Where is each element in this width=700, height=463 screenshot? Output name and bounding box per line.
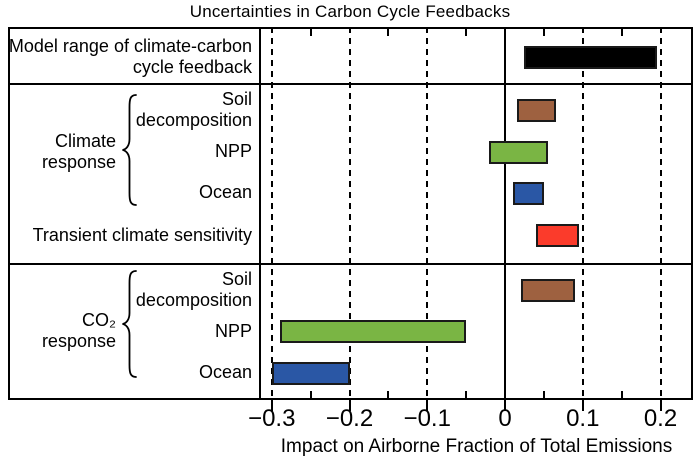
tick-label--0.3: −0.3	[248, 405, 296, 432]
minor-tick-bottom	[387, 391, 390, 400]
row-label-transient-climate-sensitivity: Transient climate sensitivity	[32, 225, 252, 245]
major-tick--0.2	[348, 400, 351, 411]
co2-ocean-bar	[271, 361, 350, 385]
tick-label-0: 0	[498, 405, 512, 432]
minor-tick-bottom	[309, 391, 312, 400]
co2-soil-decomposition-bar	[520, 279, 575, 302]
model-range-bar	[524, 46, 657, 69]
gridline--0.1	[426, 27, 429, 400]
tick-label-0.2: 0.2	[643, 405, 678, 432]
minor-tick-top	[465, 27, 468, 36]
climate-npp-bar	[489, 140, 548, 164]
gridline-0.2	[659, 27, 662, 400]
minor-tick-bottom	[620, 391, 623, 400]
row-label-co2-soil-decomposition: Soil decomposition	[135, 269, 252, 310]
label-column-divider	[259, 27, 261, 400]
minor-tick-top	[387, 27, 390, 36]
x-axis-title: Impact on Airborne Fraction of Total Emi…	[280, 436, 673, 457]
climate-soil-decomposition-bar	[516, 98, 556, 122]
gridline--0.2	[348, 27, 351, 400]
minor-tick-bottom	[542, 391, 545, 400]
row-label-climate-npp: NPP	[214, 141, 252, 161]
tick-label--0.2: −0.2	[325, 405, 374, 432]
group-label-co2-response: CO₂ response	[41, 310, 116, 351]
climate-ocean-bar	[512, 181, 544, 205]
group-label-climate-response: Climate response	[41, 131, 116, 172]
major-tick-0.2	[659, 400, 662, 411]
gridline-0.1	[581, 27, 584, 400]
tick-label--0.1: −0.1	[403, 405, 451, 432]
co2-response-brace-icon	[122, 270, 137, 378]
major-tick-0	[504, 400, 506, 411]
minor-tick-bottom	[465, 391, 468, 400]
row-label-model-range: Model range of climate-carbon cycle feed…	[8, 36, 252, 77]
plot-frame: Model range of climate-carbon cycle feed…	[8, 27, 693, 400]
transient-climate-sensitivity-bar	[536, 224, 579, 247]
major-tick--0.3	[270, 400, 273, 411]
zero-gridline	[504, 27, 506, 400]
climate-response-brace-icon	[122, 94, 137, 206]
row-label-climate-soil-decomposition: Soil decomposition	[135, 89, 252, 130]
section-divider-bottom	[8, 263, 693, 265]
tick-label-0.1: 0.1	[566, 405, 600, 432]
chart-title: Uncertainties in Carbon Cycle Feedbacks	[189, 2, 511, 21]
co2-npp-bar	[279, 320, 467, 343]
row-label-co2-npp: NPP	[214, 321, 252, 341]
minor-tick-top	[542, 27, 545, 36]
major-tick--0.1	[426, 400, 429, 411]
row-label-climate-ocean: Ocean	[198, 182, 252, 202]
section-divider-top	[8, 83, 693, 85]
gridline--0.3	[270, 27, 273, 400]
row-label-co2-ocean: Ocean	[198, 362, 252, 382]
major-tick-0.1	[581, 400, 584, 411]
minor-tick-top	[309, 27, 312, 36]
x-axis: −0.3 −0.2 −0.1 0 0.1 0.2	[8, 400, 693, 432]
minor-tick-top	[620, 27, 623, 36]
